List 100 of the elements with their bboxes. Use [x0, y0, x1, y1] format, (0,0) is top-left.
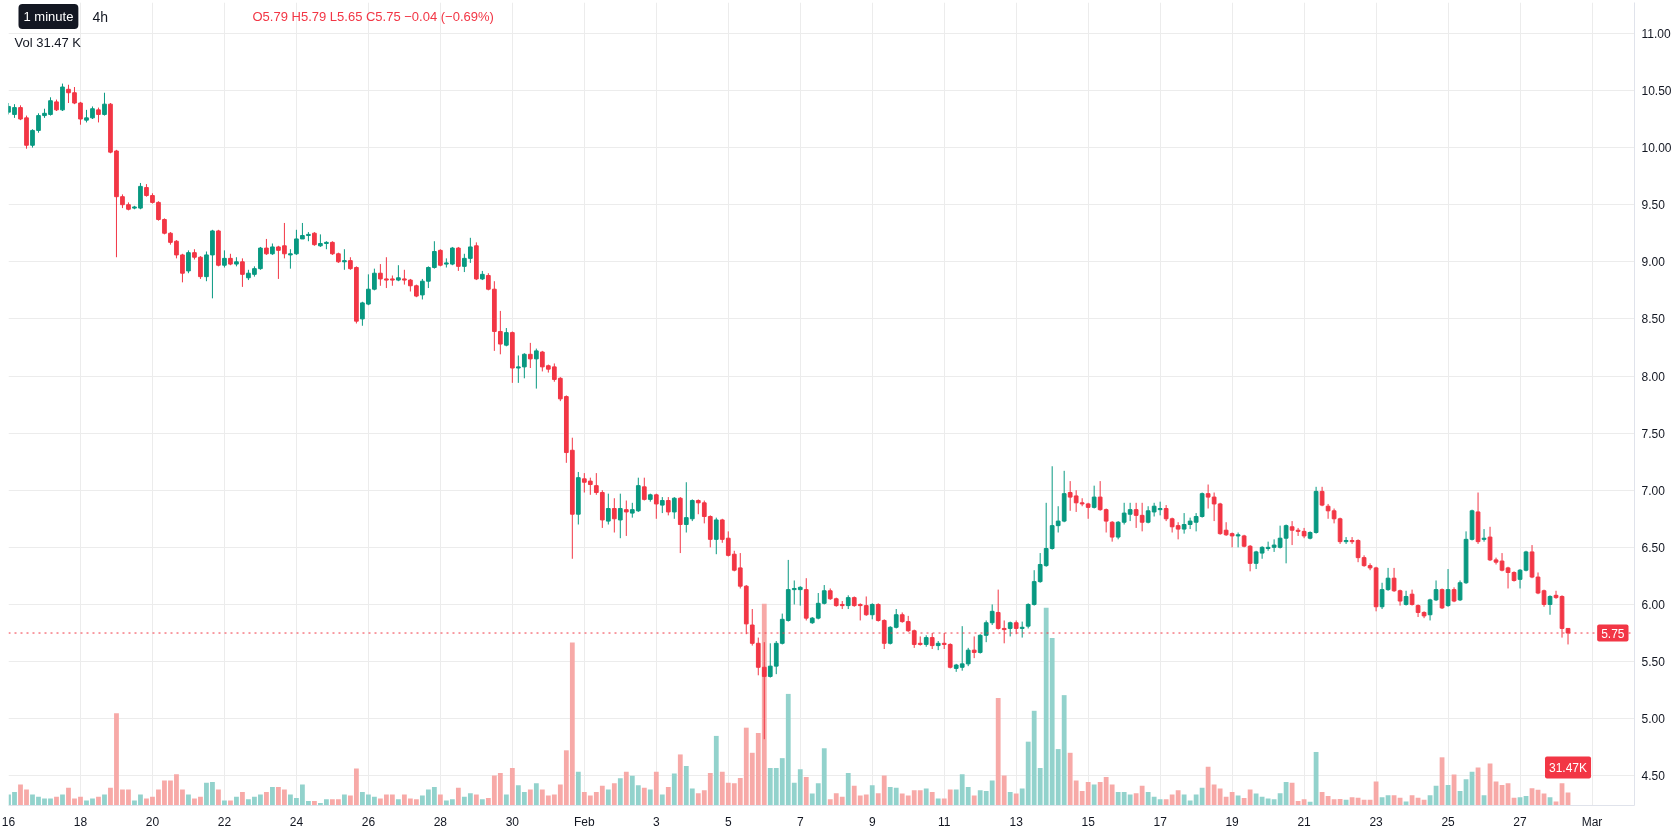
bar: [96, 796, 101, 806]
x-tick-label: 17: [1153, 814, 1168, 829]
bar: [869, 785, 875, 806]
bar: [653, 771, 659, 806]
chart-title: 4h: [92, 8, 109, 25]
bar: [1091, 784, 1097, 806]
candlestick: [971, 635, 977, 659]
candlestick: [989, 603, 995, 626]
bar: [264, 791, 269, 806]
y-tick-label: 4.50: [1641, 769, 1666, 784]
candlestick: [240, 257, 245, 288]
bar: [234, 796, 239, 806]
candlestick: [1445, 568, 1451, 608]
bar: [533, 783, 539, 806]
candlestick: [1247, 544, 1253, 572]
candlestick: [623, 500, 629, 537]
data-label: 31.47K: [1549, 760, 1588, 775]
y-tick-label: 5.50: [1641, 655, 1666, 670]
candlestick: [1379, 582, 1385, 610]
bar: [1007, 791, 1013, 806]
bar: [647, 789, 653, 806]
y-tick-label: 10.00: [1641, 141, 1672, 156]
annotation: Vol 31.47 K: [14, 35, 82, 50]
x-tick-label: 20: [145, 814, 160, 829]
x-tick-label: 25: [1441, 814, 1456, 829]
bar: [935, 798, 941, 806]
x-tick-label: 30: [505, 814, 520, 829]
x-tick-label: 26: [361, 814, 376, 829]
bar: [270, 786, 275, 806]
bar: [60, 794, 65, 806]
y-tick-label: 6.50: [1641, 540, 1666, 555]
x-tick-label: 21: [1297, 814, 1312, 829]
candlestick: [1091, 485, 1097, 510]
x-tick-label: 24: [289, 814, 304, 829]
ref-line-label: 5.75: [1601, 626, 1625, 641]
candlestick: [186, 249, 191, 274]
candlestick: [611, 497, 617, 533]
bar: [845, 772, 851, 806]
y-tick-label: 8.50: [1641, 312, 1666, 327]
x-tick-label: 5: [724, 814, 732, 829]
bar: [605, 789, 611, 806]
bar: [575, 771, 581, 806]
y-tick-label: 11.00: [1641, 26, 1671, 41]
y-tick-label: 9.00: [1641, 255, 1666, 270]
x-tick-label: 15: [1081, 814, 1096, 829]
bar: [677, 754, 683, 806]
bar: [611, 783, 617, 806]
y-tick-label: 10.50: [1641, 83, 1672, 98]
bar: [617, 778, 623, 806]
candlestick: [1481, 528, 1487, 543]
bar: [473, 794, 479, 806]
bar: [509, 768, 515, 806]
bar: [665, 786, 671, 806]
x-tick-label: 18: [73, 814, 88, 829]
bar: [479, 799, 485, 806]
bar: [671, 773, 677, 806]
bar: [923, 788, 929, 806]
bar: [342, 794, 347, 806]
x-tick-label: 22: [217, 814, 232, 829]
annotation: 1 minute: [23, 9, 74, 24]
x-tick-label: 7: [796, 814, 804, 829]
bar: [503, 794, 509, 806]
bar: [971, 795, 977, 806]
candlestick: [102, 92, 107, 117]
bar: [54, 796, 59, 806]
candlestick: [1343, 536, 1349, 545]
y-tick-label: 7.50: [1641, 426, 1666, 441]
candlestick: [342, 248, 347, 271]
bar: [312, 800, 317, 806]
x-tick-label: 27: [1513, 814, 1528, 829]
bar: [395, 799, 401, 806]
y-tick-label: 8.00: [1641, 369, 1666, 384]
x-tick-label: Mar: [1581, 814, 1603, 829]
bar: [437, 794, 443, 806]
bar: [102, 794, 107, 806]
x-tick-label: 3: [652, 814, 660, 829]
candlestick: [641, 477, 647, 502]
x-tick-label: 19: [1225, 814, 1240, 829]
y-tick-label: 9.50: [1641, 198, 1666, 213]
candlestick: [605, 493, 611, 526]
candlestick: [533, 348, 539, 390]
candlestick: [713, 517, 719, 555]
candlestick: [60, 83, 65, 112]
x-tick-label: 9: [868, 814, 876, 829]
x-tick-label: 11: [937, 814, 951, 829]
bar: [659, 794, 665, 806]
bar: [527, 789, 533, 806]
bar: [929, 791, 935, 806]
bar: [641, 787, 647, 806]
x-tick-label: 13: [1009, 814, 1024, 829]
candlestick: [1109, 520, 1115, 543]
y-tick-label: 6.00: [1641, 597, 1666, 612]
bar: [12, 791, 17, 806]
x-tick-label: 23: [1369, 814, 1384, 829]
candlestick: [1295, 527, 1301, 537]
x-tick-label: 16: [1, 814, 16, 829]
candlestick: [665, 496, 671, 516]
candlestick: [671, 496, 677, 520]
candlestick: [1235, 532, 1241, 548]
bar: [623, 771, 629, 806]
